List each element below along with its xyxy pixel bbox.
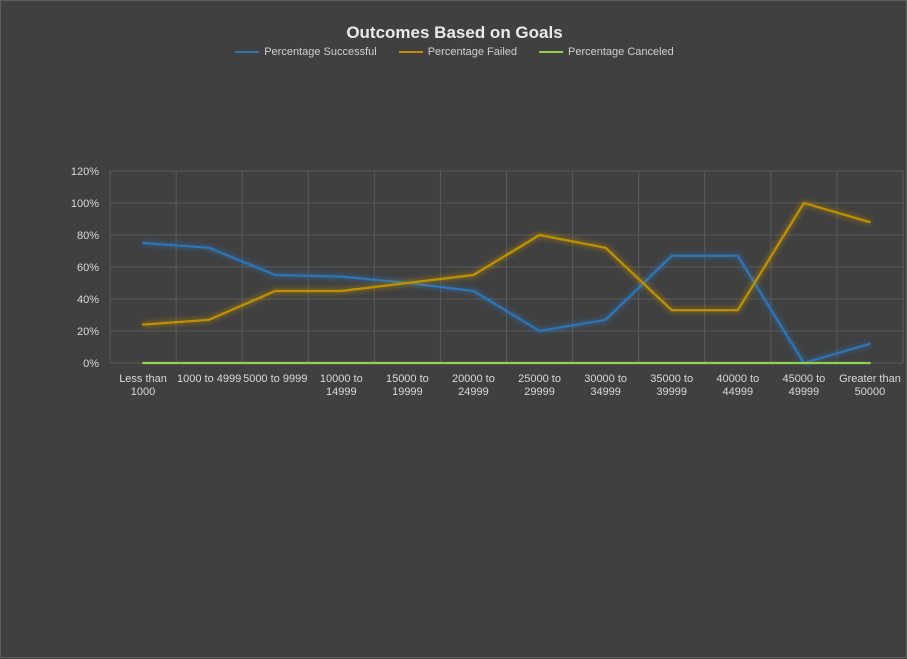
legend-label-canceled: Percentage Canceled <box>568 46 674 58</box>
y-tick-label: 120% <box>71 166 99 178</box>
legend-swatch-failed <box>398 51 423 53</box>
data-point-percentage-canceled <box>340 362 343 364</box>
data-point-percentage-successful <box>274 274 277 276</box>
x-tick-label: 45000 to 49999 <box>782 373 825 398</box>
x-tick-label: 5000 to 9999 <box>243 373 307 385</box>
legend-item-canceled: Percentage Canceled <box>539 46 674 58</box>
x-tick-label: 30000 to 34999 <box>584 373 627 398</box>
series-line-percentage-successful <box>142 241 871 365</box>
x-tick-label: 40000 to 44999 <box>716 373 759 398</box>
data-point-percentage-canceled <box>868 362 871 364</box>
chart-title: Outcomes Based on Goals <box>346 23 563 42</box>
x-tick-label: 15000 to 19999 <box>386 373 429 398</box>
data-point-percentage-successful <box>670 254 673 257</box>
data-point-percentage-failed <box>208 318 211 321</box>
y-tick-label: 40% <box>77 294 99 306</box>
data-point-percentage-canceled <box>802 362 805 364</box>
data-point-percentage-canceled <box>670 362 673 364</box>
data-point-percentage-successful <box>604 318 607 321</box>
series-line-percentage-failed <box>142 201 871 326</box>
data-point-percentage-failed <box>736 309 739 312</box>
x-tick-label: 1000 to 4999 <box>177 373 241 385</box>
data-point-percentage-failed <box>868 221 871 224</box>
data-point-percentage-canceled <box>604 362 607 364</box>
x-tick-label: 10000 to 14999 <box>320 373 363 398</box>
legend-label-failed: Percentage Failed <box>427 46 517 58</box>
data-point-percentage-successful <box>538 330 541 332</box>
y-tick-label: 20% <box>77 326 99 338</box>
legend-label-successful: Percentage Successful <box>264 46 377 58</box>
x-tick-label: 20000 to 24999 <box>452 373 495 398</box>
data-point-percentage-failed <box>406 282 409 284</box>
y-tick-label: 0% <box>83 358 99 370</box>
legend-swatch-canceled <box>539 51 563 53</box>
data-point-percentage-failed <box>670 309 673 312</box>
data-point-percentage-failed <box>340 290 343 292</box>
data-point-percentage-successful <box>736 254 739 257</box>
x-tick-label: 35000 to 39999 <box>650 373 693 398</box>
data-point-percentage-failed <box>802 202 805 204</box>
data-point-percentage-canceled <box>142 362 145 364</box>
data-point-percentage-canceled <box>472 362 475 364</box>
data-point-percentage-successful <box>868 342 871 345</box>
data-point-percentage-successful <box>340 275 343 278</box>
x-tick-label: Less than 1000 <box>119 373 167 398</box>
y-tick-label: 80% <box>77 230 99 242</box>
legend-item-failed: Percentage Failed <box>398 46 517 58</box>
data-point-percentage-canceled <box>274 362 277 364</box>
data-point-percentage-canceled <box>538 362 541 364</box>
x-tick-label: 25000 to 29999 <box>518 373 561 398</box>
data-point-percentage-successful <box>142 242 145 244</box>
legend-swatch-successful <box>235 51 260 53</box>
chart-legend: Percentage Successful Percentage Failed … <box>1 46 907 58</box>
legend-item-successful: Percentage Successful <box>235 46 377 58</box>
data-point-percentage-failed <box>142 323 145 326</box>
data-point-percentage-failed <box>472 274 475 276</box>
y-tick-label: 100% <box>71 198 99 210</box>
data-point-percentage-successful <box>472 290 475 292</box>
data-point-percentage-canceled <box>736 362 739 364</box>
data-point-percentage-canceled <box>406 362 409 364</box>
data-point-percentage-failed <box>538 234 541 236</box>
data-point-percentage-successful <box>208 246 211 249</box>
data-point-percentage-canceled <box>208 362 211 364</box>
y-tick-label: 60% <box>77 262 99 274</box>
data-point-percentage-failed <box>274 290 277 292</box>
data-point-percentage-failed <box>604 246 607 249</box>
x-tick-label: Greater than 50000 <box>839 373 901 398</box>
